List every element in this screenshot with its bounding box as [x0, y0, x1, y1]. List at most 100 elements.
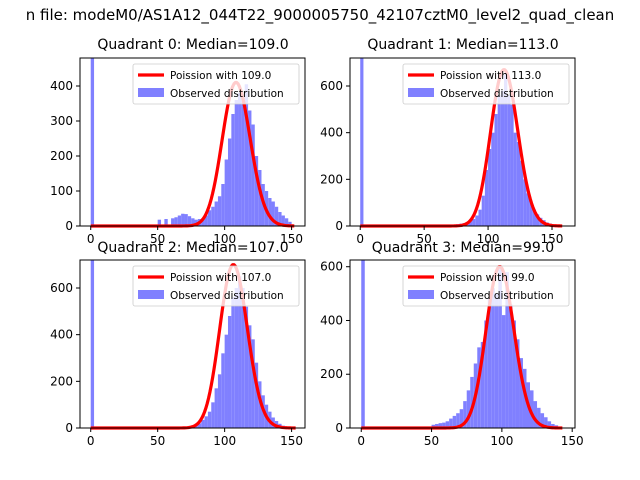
hist-bar: [504, 74, 508, 226]
hist-bar: [241, 96, 245, 226]
y-tick-label: 400: [320, 313, 343, 327]
legend-label-observed: Observed distribution: [440, 88, 554, 100]
hist-bar: [537, 407, 541, 428]
hist-bar: [481, 195, 485, 226]
legend-label-fit: Poission with 107.0: [170, 272, 271, 284]
hist-bar: [157, 219, 162, 226]
axes-frame: [79, 57, 306, 227]
hist-bar: [494, 293, 499, 428]
hist-bar: [438, 423, 443, 428]
hist-bar: [494, 114, 498, 226]
hist-bar: [477, 347, 481, 428]
x-tick-label: 0: [357, 434, 365, 448]
x-tick-label: 100: [477, 232, 500, 246]
hist-bar: [520, 160, 524, 226]
y-tick-label: 200: [320, 367, 343, 381]
hist-bar: [244, 84, 249, 226]
hist-bar: [284, 218, 289, 226]
y-tick-label: 0: [335, 421, 343, 435]
legend-label-observed: Observed distribution: [440, 290, 554, 302]
hist-bar: [536, 214, 540, 226]
hist-bar: [278, 212, 282, 226]
y-tick-label: 600: [320, 260, 343, 274]
hist-bar: [234, 288, 239, 428]
hist-bar: [512, 320, 516, 428]
hist-bar: [288, 221, 292, 226]
hist-bar: [470, 376, 474, 428]
axes-frame: [79, 259, 306, 429]
hist-bar: [171, 218, 175, 226]
panel-quadrant-0: Quadrant 0: Median=109.0 0 50 100 150 0 100 20…: [50, 37, 306, 246]
legend-box: [402, 63, 570, 105]
hist-bar: [498, 266, 502, 428]
hist-bar: [491, 288, 495, 428]
x-tick-label: 50: [150, 434, 165, 448]
hist-bar: [254, 362, 259, 428]
hist-bar: [227, 316, 232, 428]
hist-bar: [472, 219, 476, 226]
y-tick-label: 400: [50, 328, 73, 342]
hist-bar: [217, 374, 222, 428]
x-tick-label: 100: [213, 434, 236, 448]
hist-bar: [459, 409, 464, 428]
hist-bar: [484, 170, 489, 226]
hist-bar: [271, 201, 275, 226]
y-tick-label: 200: [50, 374, 73, 388]
hist-bar: [268, 198, 272, 226]
hist-bar: [204, 215, 208, 226]
hist-bar: [488, 149, 492, 226]
hist-bar: [231, 297, 235, 428]
legend-box: [132, 63, 300, 105]
y-tick-label: 600: [50, 281, 73, 295]
hist-bar: [480, 341, 485, 428]
hist-bar: [201, 419, 205, 428]
hist-bar: [484, 320, 488, 428]
x-tick-label: 100: [490, 434, 513, 448]
legend-bar-swatch: [408, 290, 434, 299]
hist-bar: [241, 288, 245, 428]
hist-bar: [523, 179, 527, 226]
hist-bar: [456, 413, 460, 428]
panel-quadrant-1: Quadrant 1: Median=113.0 0 50 100 150 0 200 40…: [320, 37, 576, 246]
y-tick-label: 0: [65, 421, 73, 435]
legend-label-fit: Poission with 113.0: [440, 70, 541, 82]
hist-bar: [227, 138, 232, 226]
hist-bar: [505, 272, 509, 428]
hist-bar: [187, 216, 192, 226]
y-tick-label: 200: [50, 149, 73, 163]
y-tick-label: 200: [320, 172, 343, 186]
panel-title: Quadrant 2: Median=107.0: [97, 240, 288, 256]
hist-bar: [234, 100, 239, 226]
hist-bar: [507, 95, 511, 226]
hist-bar: [204, 416, 208, 428]
hist-bar: [177, 215, 182, 226]
hist-bar: [497, 95, 501, 226]
panel-title: Quadrant 0: Median=109.0: [97, 37, 288, 53]
x-tick-label: 0: [87, 232, 95, 246]
hist-bar: [254, 156, 259, 226]
hist-bar: [90, 58, 95, 226]
hist-bar: [449, 418, 453, 428]
hist-bar: [452, 415, 457, 428]
hist-bar: [487, 298, 492, 428]
hist-bar: [258, 381, 262, 428]
hist-bar: [468, 221, 473, 226]
hist-bar: [274, 206, 279, 226]
legend-label-observed: Observed distribution: [170, 88, 284, 100]
hist-bar: [211, 206, 215, 226]
hist-bar: [217, 196, 222, 226]
y-tick-label: 0: [65, 219, 73, 233]
x-tick-label: 0: [87, 434, 95, 448]
x-tick-label: 150: [541, 232, 564, 246]
legend-label-observed: Observed distribution: [170, 290, 284, 302]
hist-bar: [181, 213, 185, 226]
hist-bar: [532, 209, 537, 226]
hist-bar: [431, 424, 436, 428]
hist-bar: [207, 411, 212, 428]
hist-bar: [463, 401, 467, 428]
y-tick-label: 400: [50, 79, 73, 93]
y-tick-label: 400: [320, 126, 343, 140]
y-tick-label: 0: [335, 219, 343, 233]
hist-bar: [478, 209, 482, 226]
